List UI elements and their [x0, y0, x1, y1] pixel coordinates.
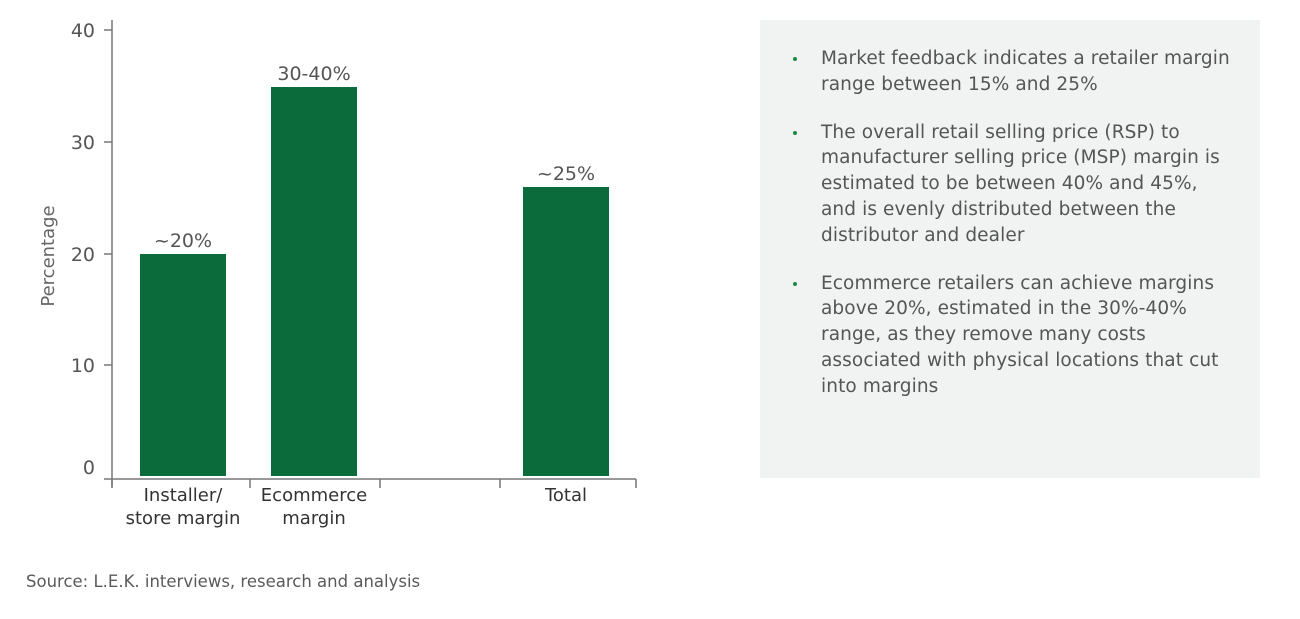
insight-text: Ecommerce retailers can achieve margins … — [821, 272, 1219, 397]
y-tick-label: 40 — [71, 20, 95, 42]
y-tick-label: 30 — [71, 132, 95, 154]
insight-bullet: Ecommerce retailers can achieve margins … — [790, 271, 1230, 400]
y-tick-label: 10 — [71, 355, 95, 377]
y-tick-label: 20 — [71, 244, 95, 266]
category-label: margin — [282, 508, 345, 529]
insights-list: Market feedback indicates a retailer mar… — [790, 46, 1230, 400]
bar-value-label: 30-40% — [277, 63, 350, 85]
insight-text: Market feedback indicates a retailer mar… — [821, 48, 1230, 95]
category-label: Ecommerce — [261, 485, 367, 506]
bar-total — [523, 187, 609, 476]
x-axis-ticks — [111, 479, 637, 488]
insight-bullet: The overall retail selling price (RSP) t… — [790, 120, 1230, 249]
source-note: Source: L.E.K. interviews, research and … — [26, 572, 421, 591]
y-axis-ticks — [104, 29, 112, 366]
bar-installer-store-margin — [140, 254, 226, 476]
bar-value-label: ~25% — [537, 163, 595, 185]
bullet-dot-icon — [793, 281, 797, 286]
category-label: Installer/ — [144, 485, 224, 506]
bar-value-label: ~20% — [154, 230, 212, 252]
category-label: store margin — [126, 508, 241, 529]
bullet-dot-icon — [793, 130, 797, 135]
insight-bullet: Market feedback indicates a retailer mar… — [790, 46, 1230, 98]
category-label: Total — [544, 485, 587, 506]
bullet-dot-icon — [793, 57, 797, 61]
insight-text: The overall retail selling price (RSP) t… — [821, 121, 1220, 246]
bar-ecommerce-margin — [271, 87, 357, 476]
y-axis-title: Percentage — [38, 205, 59, 306]
y-tick-label: 0 — [83, 457, 95, 479]
insights-panel: Market feedback indicates a retailer mar… — [760, 20, 1260, 478]
bar-chart: Percentage 40 30 20 10 0 ~20% 30-40% ~25… — [38, 20, 637, 529]
